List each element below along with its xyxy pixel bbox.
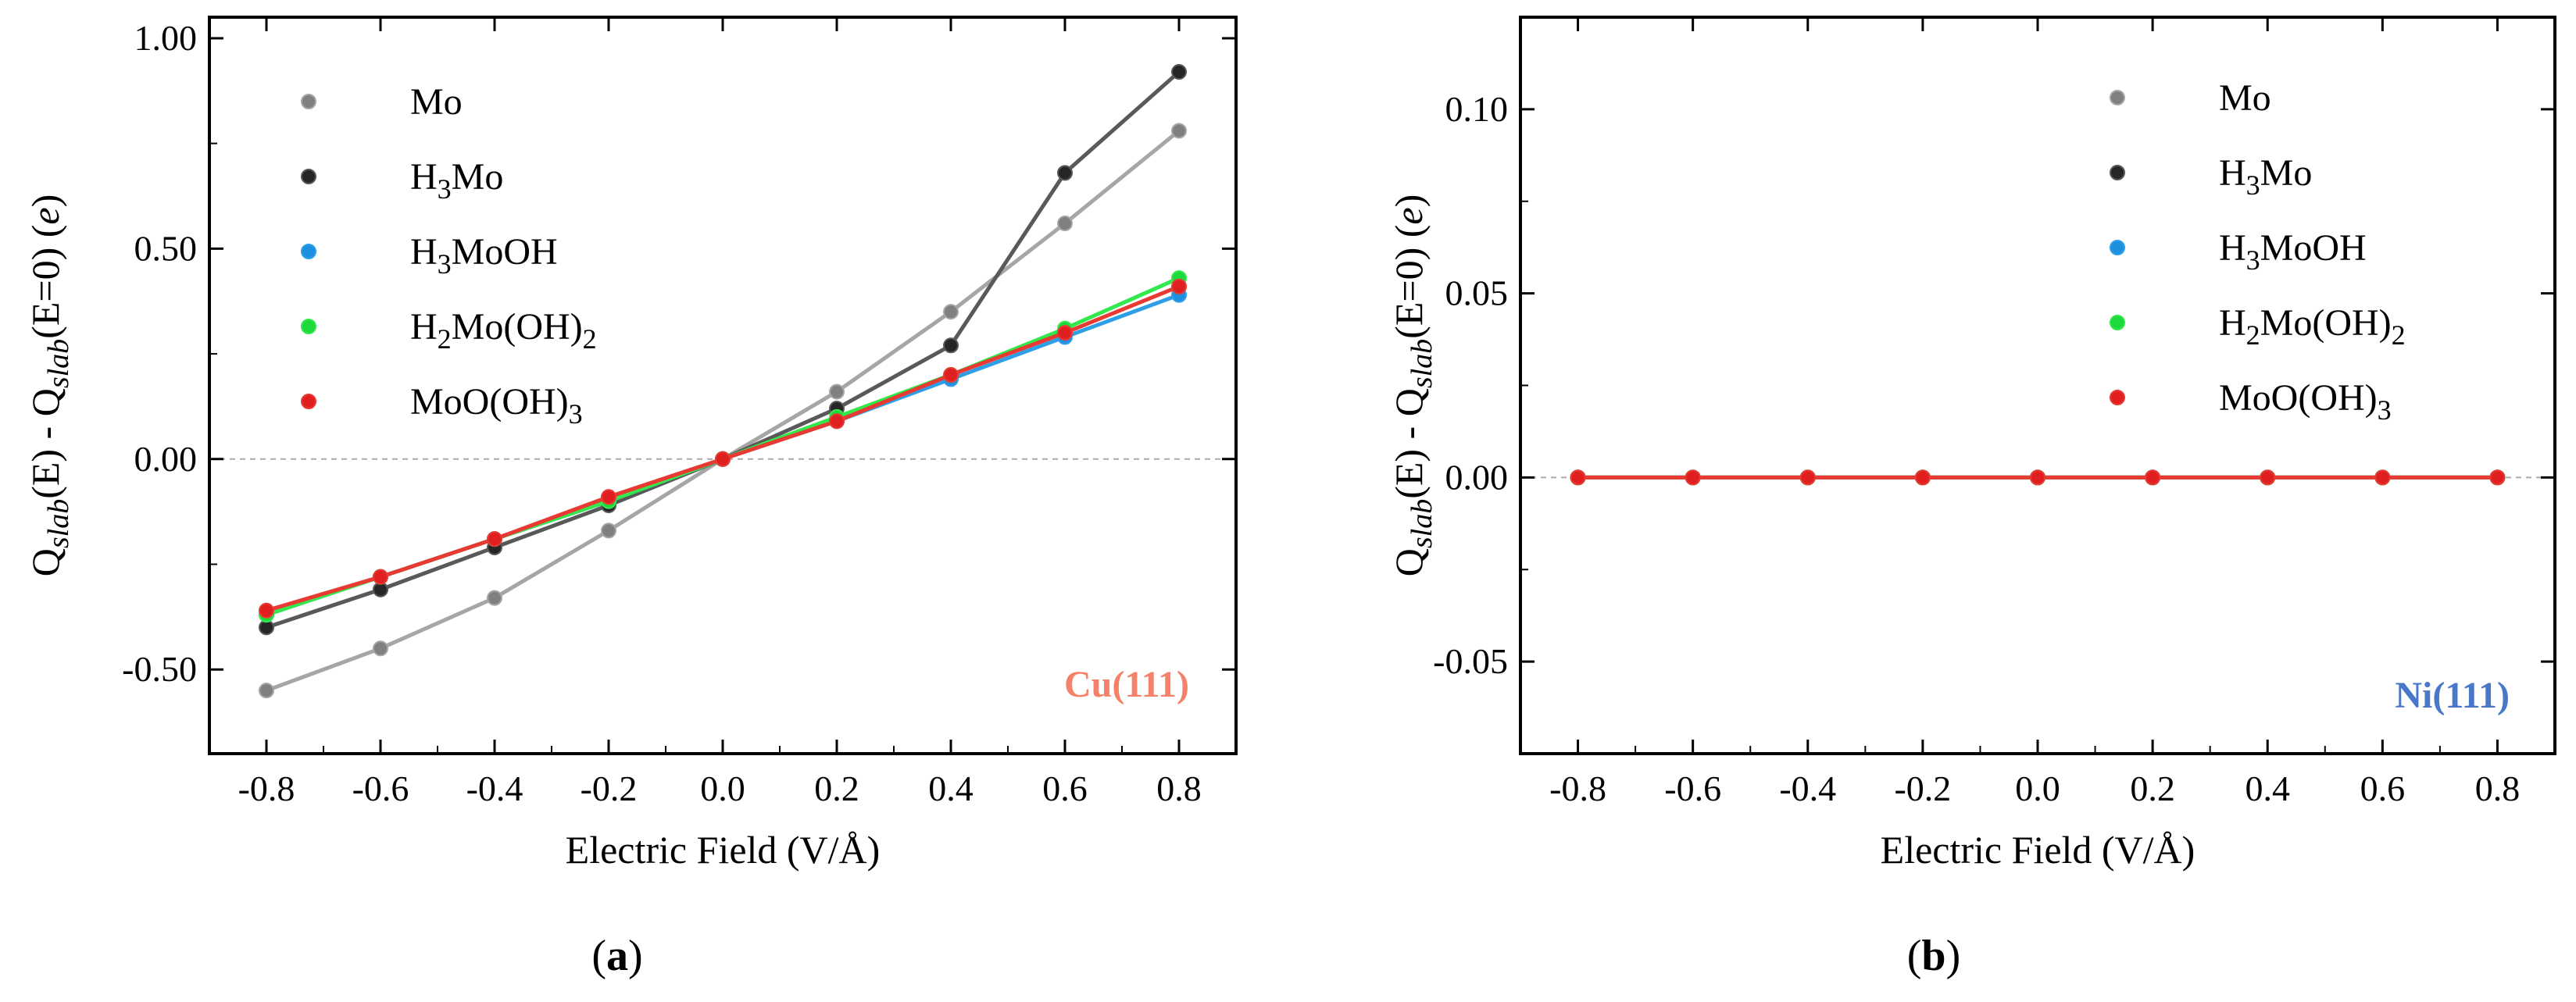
panel-a-x-tick-label: -0.6	[352, 768, 409, 808]
panel-a-x-tick-label: 0.0	[700, 768, 745, 808]
panel-a-series-line-4	[266, 284, 1180, 613]
panel-b-x-tick-label: -0.4	[1779, 768, 1836, 808]
panel-a-data-point	[373, 640, 388, 657]
panel-a-x-tick-label: -0.2	[581, 768, 638, 808]
panel-b-data-point	[2489, 469, 2506, 486]
panel-a-legend-marker-1	[301, 169, 316, 184]
panel-a-legend-label-2: H3MoOH	[410, 231, 558, 280]
panel-a-series-line-1	[266, 70, 1181, 629]
panel-a-legend-label-1: H3Mo	[410, 156, 503, 205]
panel-a-surface-label: Cu(111)	[1064, 664, 1189, 705]
panel-a-legend-label-4: MoO(OH)3	[410, 381, 583, 430]
panel-b-data-point	[1685, 469, 1701, 486]
panel-a-data-point	[829, 413, 845, 430]
panel-a-x-tick-label: 0.8	[1156, 768, 1202, 808]
panel-a-plot-frame	[208, 16, 1238, 755]
panel-b-y-tick-label: 0.00	[1445, 457, 1509, 497]
panel-a-x-tick-label: -0.4	[466, 768, 523, 808]
panel-a-legend-marker-0	[301, 94, 316, 109]
panel-b-y-axis-title: Qslab(E) - Qslab(E=0) (e)	[1387, 194, 1438, 577]
panel-a: -0.8 -0.6 -0.4 -0.2 0.0 0.2 0.4 0.6 0.8 -0.50 0.00…	[23, 16, 1238, 980]
panel-b-legend-marker-4	[2110, 390, 2125, 405]
panel-b-legend-label-4: MoO(OH)3	[2219, 377, 2392, 426]
panel-b-data-point	[1570, 469, 1586, 486]
panel-a-data-point	[943, 337, 959, 354]
panel-a-data-point	[373, 569, 388, 585]
panel-b-data-point	[1914, 469, 1931, 486]
panel-a-series-line-0	[266, 129, 1181, 693]
panel-b-y-tick-label: -0.05	[1433, 641, 1508, 681]
panel-a-data-point	[1057, 216, 1073, 232]
panel-a-legend-label-3: H2Mo(OH)2	[410, 306, 597, 355]
panel-b-legend-marker-2	[2110, 240, 2125, 255]
panel-b-data-point	[2030, 469, 2045, 486]
panel-b-legend-marker-3	[2110, 315, 2125, 330]
panel-b-x-tick-label: 0.2	[2130, 768, 2175, 808]
panel-a-data-point	[943, 367, 959, 383]
panel-a-data-point	[1171, 278, 1187, 294]
panel-a-data-point	[1171, 64, 1187, 80]
panel-a-y-axis-title: Qslab(E) - Qslab(E=0) (e)	[23, 194, 75, 577]
panel-a-data-point	[601, 489, 616, 505]
panel-a-series-line-3	[266, 276, 1181, 617]
panel-b-x-tick-label: -0.8	[1549, 768, 1606, 808]
panel-b-surface-label: Ni(111)	[2395, 675, 2510, 716]
panel-b-x-tick-label: 0.0	[2015, 768, 2060, 808]
panel-b-x-tick-label: 0.6	[2360, 768, 2406, 808]
panel-a-data-point	[487, 590, 502, 606]
panel-a-y-tick-label: -0.50	[122, 649, 197, 689]
panel-b-plot-frame	[1519, 16, 2556, 755]
panel-b-data-point	[2374, 469, 2391, 486]
panel-a-data-point	[487, 531, 502, 547]
panel-a-y-tick-label: 0.50	[134, 228, 198, 268]
panel-a-x-axis-title: Electric Field (V/Å)	[566, 828, 881, 872]
panel-b-data-point	[2260, 469, 2276, 486]
panel-a-legend-marker-2	[301, 244, 316, 259]
panel-b-x-tick-label: 0.8	[2475, 768, 2521, 808]
panel-a-x-tick-label: 0.2	[814, 768, 859, 808]
panel-a-y-tick-label: 1.00	[134, 18, 198, 58]
panel-a-data-point	[1171, 123, 1187, 139]
panel-b-panel-label: (b)	[1907, 932, 1960, 980]
panel-a-data-point	[715, 451, 731, 467]
panel-a-y-tick-label: 0.00	[134, 439, 198, 479]
panel-b-legend-label-2: H3MoOH	[2219, 227, 2367, 276]
panel-a-panel-label: (a)	[591, 932, 642, 980]
panel-b-x-axis-title: Electric Field (V/Å)	[1881, 828, 2195, 872]
panel-b-legend-label-0: Mo	[2219, 77, 2271, 119]
panel-b-x-tick-label: -0.6	[1664, 768, 1721, 808]
panel-a-data-point	[1057, 165, 1073, 181]
panel-a-x-tick-label: 0.4	[928, 768, 974, 808]
panel-b-data-point	[2145, 469, 2161, 486]
panel-a-legend-marker-4	[301, 394, 316, 409]
panel-b-x-tick-label: -0.2	[1894, 768, 1951, 808]
panel-a-legend-marker-3	[301, 319, 316, 334]
panel-b-y-tick-label: 0.05	[1445, 273, 1509, 313]
panel-a-data-point	[259, 602, 274, 619]
panel-a-data-point	[601, 522, 616, 539]
panel-a-legend-label-0: Mo	[410, 81, 463, 123]
panel-a-data-point	[829, 383, 845, 400]
panel-b-legend-label-1: H3Mo	[2219, 152, 2312, 201]
panel-a-x-tick-label: -0.8	[238, 768, 295, 808]
panel-b-legend-label-3: H2Mo(OH)2	[2219, 302, 2406, 351]
panel-b-data-point	[1799, 469, 1816, 486]
panel-b-y-tick-label: 0.10	[1445, 89, 1509, 129]
panel-a-data-point	[259, 683, 274, 699]
panel-b-x-tick-label: 0.4	[2245, 768, 2290, 808]
panel-a-x-tick-label: 0.6	[1042, 768, 1088, 808]
panel-a-data-point	[943, 304, 959, 320]
panel-b-legend-marker-0	[2110, 90, 2125, 105]
panel-b: -0.8 -0.6 -0.4 -0.2 0.0 0.2 0.4 0.6 0.8 -0.05 0.00…	[1387, 16, 2556, 980]
panel-a-data-point	[1057, 325, 1073, 341]
panel-b-legend-marker-1	[2110, 165, 2125, 180]
